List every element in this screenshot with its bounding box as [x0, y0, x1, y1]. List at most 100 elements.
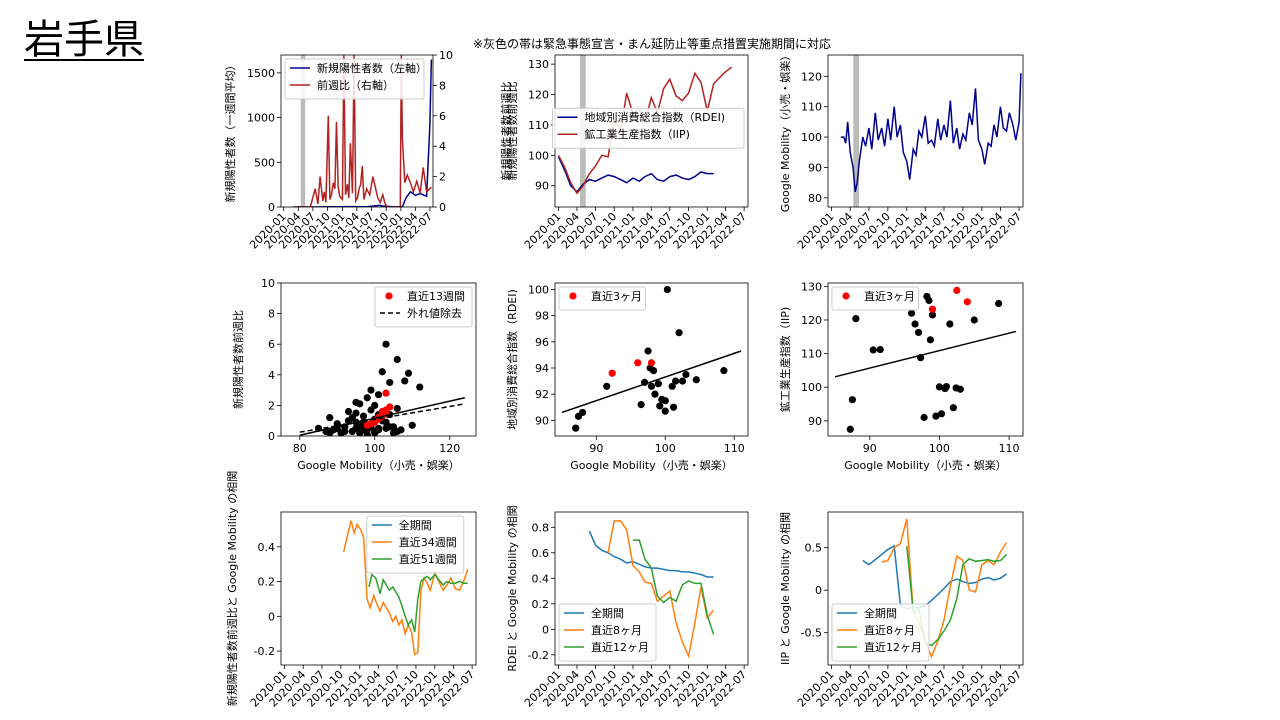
y-tick-label: 0 — [268, 610, 275, 623]
y-tick-label: 1000 — [247, 112, 275, 125]
scatter-point — [404, 369, 413, 377]
y-tick-label: 0.4 — [258, 541, 276, 554]
fit-line — [834, 330, 1017, 378]
x-axis-label: Google Mobility（小売・娯楽） — [297, 458, 459, 472]
y-tick-label: 90 — [535, 414, 549, 427]
legend-box — [831, 286, 919, 311]
series-line-3 — [633, 539, 715, 635]
scatter-point — [326, 429, 334, 436]
x-tick-label: 90 — [589, 442, 603, 455]
panel-p4: 0 2 4 6 8 10 80 100 120 Google Mobility（小売・娯楽） 新規陽… — [231, 277, 477, 472]
y-tick-label: 120 — [801, 70, 822, 83]
legend-label: 新規陽性者数（左軸） — [317, 61, 427, 75]
scatter-point — [937, 410, 946, 418]
scatter-point — [876, 345, 884, 354]
scatter-point — [920, 413, 928, 422]
legend-label: 直近12ヶ月 — [864, 640, 922, 654]
y-axis-label: 新規陽性者数（一週間平均） — [223, 60, 237, 203]
scatter-point — [382, 340, 390, 348]
scatter-point — [669, 403, 678, 411]
emergency-band — [300, 55, 306, 207]
axes-frame — [554, 282, 749, 437]
emergency-band — [853, 55, 860, 207]
legend-marker — [385, 292, 393, 300]
scatter-point-recent — [953, 286, 961, 294]
scatter-point — [869, 346, 877, 354]
y-tick-label: 4 — [268, 369, 275, 382]
scatter-point — [852, 315, 860, 323]
legend-box — [374, 286, 473, 328]
scatter-point — [925, 296, 933, 305]
scatter-point-recent — [647, 359, 656, 367]
scatter-point — [341, 427, 349, 436]
series-line-2 — [293, 55, 432, 207]
legend-label: 全期間 — [864, 606, 897, 620]
legend-label: 直近8ヶ月 — [864, 623, 915, 637]
scatter-point — [651, 390, 659, 398]
scatter-point — [393, 355, 401, 364]
scatter-point — [647, 382, 656, 390]
scatter-point — [692, 376, 700, 384]
legend-box — [558, 286, 646, 311]
x-axis-label: Google Mobility（小売・娯楽） — [570, 458, 732, 472]
scatter-point — [378, 368, 386, 376]
scatter-point — [946, 320, 954, 328]
legend: 直近3ヶ月 — [558, 286, 646, 311]
y-tick-label: 0 — [268, 430, 275, 443]
y-tick-label: 0 — [815, 584, 822, 597]
scatter-point — [914, 328, 923, 337]
y-axis-label: 新規陽性者数前週比 — [505, 82, 519, 181]
legend-label: 直近3ヶ月 — [864, 289, 915, 303]
legend-box — [284, 58, 425, 100]
y-tick-label: 100 — [528, 149, 549, 162]
x-tick-label: 90 — [863, 442, 877, 455]
y-tick-label: 120 — [801, 314, 822, 327]
scatter-point-recent — [386, 403, 394, 411]
scatter-point — [941, 384, 949, 393]
scatter-point — [932, 412, 940, 420]
legend: 直近3ヶ月 — [831, 286, 919, 311]
scatter-point-recent — [382, 389, 390, 397]
scatter-point — [344, 407, 353, 416]
y-tick-label: 0 — [268, 201, 275, 214]
x-tick-label: 80 — [293, 442, 307, 455]
y2-axis-label: 新規陽性者数前週比 — [499, 82, 513, 181]
y-axis-label: IIP と Google Mobility の相関 — [779, 512, 792, 665]
scatter-point — [374, 391, 383, 399]
scatter-point — [374, 426, 383, 434]
y-tick-label: 130 — [528, 58, 549, 71]
scatter-point — [363, 394, 371, 402]
figure-note: ※灰色の帯は緊急事態宣言・まん延防止等重点措置実施期間に対応 — [473, 36, 831, 51]
panel-p1: 05001000150002468102020-012020-042020-07… — [223, 49, 513, 252]
y-tick-label: 0.8 — [532, 521, 550, 534]
y-tick-label: 100 — [801, 131, 822, 144]
y-tick-label: 90 — [808, 415, 822, 428]
scatter-point — [649, 367, 658, 375]
y-tick-label: -0.2 — [254, 645, 275, 658]
fit-line — [561, 350, 742, 414]
x-tick-label: 100 — [655, 442, 676, 455]
scatter-point — [846, 425, 854, 433]
legend-label: 前週比（右軸） — [317, 78, 394, 92]
scatter-point-recent — [928, 305, 937, 313]
page-title: 岩手県 — [24, 17, 144, 63]
legend-label: 全期間 — [399, 518, 432, 532]
scatter-point — [371, 401, 379, 409]
scatter-point — [956, 385, 964, 393]
scatter-point — [675, 329, 683, 337]
series-line-1 — [862, 544, 1007, 610]
panel-p8: -0.200.20.40.60.82020-012020-042020-0720… — [506, 505, 749, 709]
legend-label: 直近8ヶ月 — [591, 623, 642, 637]
y-tick-label: -0.2 — [528, 649, 549, 662]
scatter-point-recent — [363, 421, 371, 429]
scatter-point-recent — [608, 369, 616, 377]
y-tick-label: 100 — [801, 381, 822, 394]
scatter-point — [408, 421, 416, 429]
scatter-point — [644, 347, 652, 355]
scatter-point — [970, 316, 978, 324]
y-tick-label: 92 — [535, 388, 549, 401]
legend-marker — [569, 292, 577, 300]
